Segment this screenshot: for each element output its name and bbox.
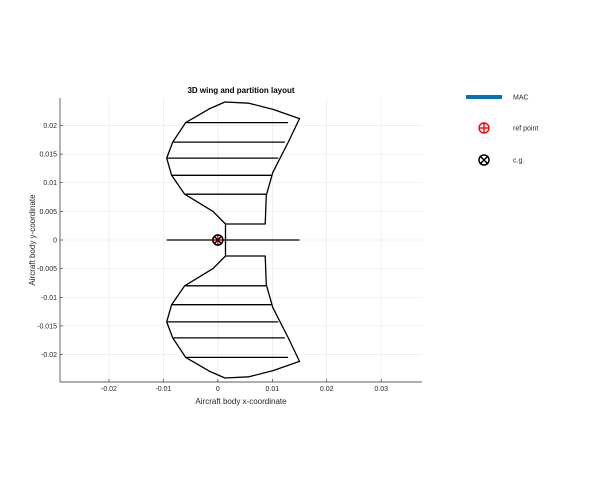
wing-outline-upper: [166, 101, 301, 225]
wing-layout: [166, 101, 301, 379]
wing-outline-lower: [166, 255, 301, 379]
legend-swatch-cg: [478, 154, 490, 166]
y-tick-label: -0.015: [37, 323, 57, 330]
cg-marker-d2: [213, 235, 222, 245]
plot-area: -0.02 -0.01 0 0.01 0.02 0.03 0.020.0150.010.0…: [37, 98, 422, 393]
y-tick-label: -0.005: [37, 266, 57, 273]
markers: [212, 234, 224, 246]
x-tick-label: -0.01: [155, 386, 171, 393]
legend-swatch-cg-d2: [479, 155, 489, 165]
x-tick-label: -0.02: [101, 386, 117, 393]
y-axis-ticks: 0.02 0.015 0.01 0.005 0 -0.005 -0.01 -0.015 -0.0…: [37, 123, 63, 359]
x-axis-ticks: -0.02 -0.01 0 0.01 0.02 0.03: [101, 379, 388, 393]
legend-entry: c.g.: [478, 154, 524, 166]
x-tick-label: 0.03: [374, 386, 388, 393]
y-tick-label: 0: [53, 238, 57, 245]
y-axis-label: Aircraft body y-coordinate: [28, 194, 37, 286]
y-tick-label: -0.02: [41, 352, 57, 359]
x-tick-label: 0.01: [265, 386, 279, 393]
legend-swatch-ref-point: [478, 122, 490, 134]
legend-label: ref point: [513, 126, 538, 133]
cg-marker: [212, 234, 224, 246]
legend-swatch-cg-ring: [478, 154, 490, 166]
y-tick-label: 0.02: [43, 123, 57, 130]
y-tick-label: 0.015: [39, 152, 57, 159]
y-tick-label: 0.005: [39, 209, 57, 216]
legend: MAC ref point c.g.: [466, 95, 538, 166]
legend-label: MAC: [513, 95, 529, 102]
x-axis-label: Aircraft body x-coordinate: [195, 397, 287, 406]
legend-label: c.g.: [513, 158, 524, 165]
x-tick-label: 0: [216, 386, 220, 393]
legend-entry: ref point: [478, 122, 538, 134]
chart-title: 3D wing and partition layout: [187, 86, 294, 95]
legend-entry: MAC: [466, 95, 529, 102]
x-tick-label: 0.02: [320, 386, 334, 393]
y-tick-label: -0.01: [41, 295, 57, 302]
y-tick-label: 0.01: [43, 180, 57, 187]
cg-marker-ring: [212, 234, 224, 246]
